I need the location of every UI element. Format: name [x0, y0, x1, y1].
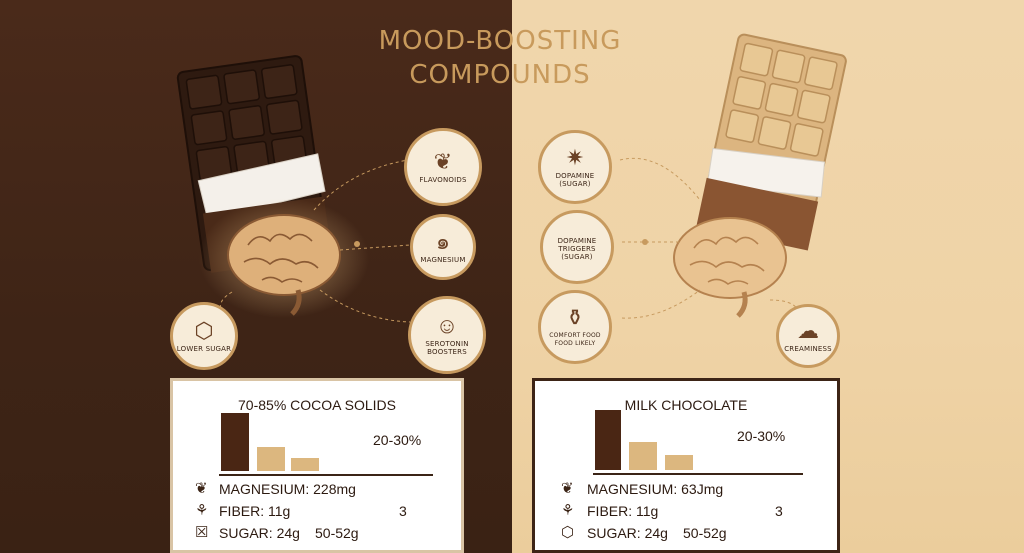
percent-label: 20-30% — [737, 428, 786, 444]
nutrient-magnesium: MAGNESIUM: 63Jmg — [587, 481, 724, 497]
compound-label: SEROTONIN BOOSTERS — [425, 339, 469, 356]
spiral-icon: ๑ — [436, 228, 450, 254]
compound-lower-sugar: ⬡ LOWER SUGAR — [170, 302, 238, 370]
sugar-x-icon: ☒ — [195, 524, 209, 541]
nutrient-sugar-extra: 50-52g — [315, 525, 359, 541]
bar-fat — [291, 458, 319, 471]
nutrient-fiber: FIBER: 11g — [587, 503, 659, 519]
compound-dopamine-triggers: DOPAMINE TRIGGERS (SUGAR) — [540, 210, 614, 284]
compound-comfort-food: ⚱ COMFORT FOOD FOOD LIKELY — [538, 290, 612, 364]
panel-title: MILK CHOCOLATE — [624, 397, 748, 413]
dark-chocolate-panel: 70-85% COCOA SOLIDS 20-30% ❦ MAGNESIUM: … — [170, 378, 464, 553]
compound-creaminess: ☁ CREAMINESS — [776, 304, 840, 368]
compound-label: FLAVONOIDS — [419, 175, 467, 184]
bar-sugar — [257, 447, 285, 471]
bag-icon: ⚱ — [565, 304, 585, 330]
bar-fat — [665, 455, 693, 470]
panel-title: 70-85% COCOA SOLIDS — [238, 397, 396, 413]
nutrient-sugar: SUGAR: 24g — [219, 525, 300, 541]
right-brain — [673, 217, 787, 318]
compound-flavonoids: ❦ FLAVONOIDS — [404, 128, 482, 206]
chart-axis — [593, 473, 803, 475]
compound-label: MAGNESIUM — [420, 255, 466, 264]
nutrient-fiber-extra: 3 — [399, 503, 407, 519]
compound-label: CREAMINESS — [784, 344, 832, 353]
compound-label: DOPAMINE TRIGGERS (SUGAR) — [557, 236, 597, 261]
compound-label: LOWER SUGAR — [176, 344, 232, 353]
left-brain — [227, 214, 341, 316]
compound-label: COMFORT FOOD FOOD LIKELY — [549, 331, 601, 347]
bar-sugar — [629, 442, 657, 470]
milk-chocolate-panel: MILK CHOCOLATE 20-30% ❦ MAGNESIUM: 63Jmg… — [532, 378, 840, 553]
cream-icon: ☁ — [797, 317, 819, 343]
percent-label: 20-30% — [373, 432, 422, 448]
bar-cocoa — [595, 410, 621, 470]
chart-axis — [219, 474, 433, 476]
compound-dopamine-sugar: ✷ DOPAMINE (SUGAR) — [538, 130, 612, 204]
nutrient-fiber: FIBER: 11g — [219, 503, 291, 519]
nutrient-sugar-extra: 50-52g — [683, 525, 727, 541]
leaf-icon: ❦ — [195, 480, 208, 497]
compound-serotonin: ☺ SEROTONIN BOOSTERS — [408, 296, 486, 374]
title-line-1: MOOD-BOOSTING — [378, 26, 622, 56]
title-line-2: COMPOUNDS — [409, 60, 591, 90]
nutrient-fiber-extra: 3 — [775, 503, 783, 519]
nutrient-magnesium: MAGNESIUM: 228mg — [219, 481, 356, 497]
smiley-icon: ☺ — [435, 312, 459, 338]
sparkle-icon: ✷ — [565, 144, 585, 170]
compound-label: DOPAMINE (SUGAR) — [555, 171, 595, 188]
bar-cocoa — [221, 413, 249, 471]
nutrient-sugar: SUGAR: 24g — [587, 525, 668, 541]
compound-magnesium: ๑ MAGNESIUM — [410, 214, 476, 280]
fiber-icon: ⚘ — [195, 502, 209, 519]
leaf-icon: ❦ — [433, 148, 453, 174]
leaf-icon: ❦ — [561, 480, 574, 497]
cube-icon: ⬡ — [194, 317, 214, 343]
cube-icon: ⬡ — [561, 524, 575, 541]
fiber-icon: ⚘ — [561, 502, 575, 519]
